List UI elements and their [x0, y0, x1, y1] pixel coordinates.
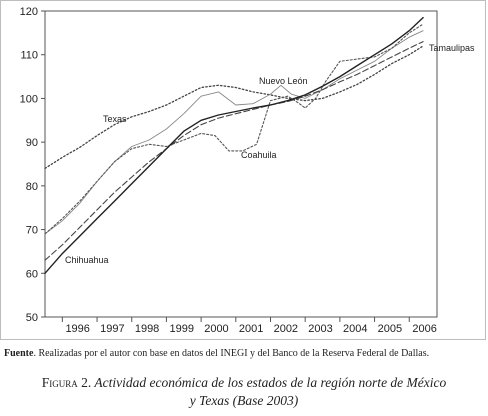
y-tick-label: 90	[26, 137, 38, 149]
y-tick-label: 50	[26, 312, 38, 324]
x-tick-label: 1998	[135, 323, 159, 335]
series-label: Texas	[103, 114, 127, 124]
y-tick-label: 120	[20, 6, 38, 18]
x-tick-label: 1996	[65, 323, 89, 335]
series-label: Coahuila	[241, 150, 277, 160]
x-tick-label: 2001	[239, 323, 263, 335]
caption-line-1: Actividad económica de los estados de la…	[91, 375, 447, 390]
x-tick-label: 1999	[170, 323, 194, 335]
series-line-texas	[44, 45, 424, 170]
figure-frame: 50 60 70 80 90 100 110 120 1996 1997 1998 1999 2000…	[0, 0, 486, 340]
x-tick-label: 2004	[343, 323, 367, 335]
y-tick-label: 100	[20, 93, 38, 105]
caption-line-2: y Texas (Base 2003)	[189, 393, 299, 408]
series-line-tamaulipas	[44, 41, 424, 261]
figure-caption: Figura 2. Actividad económica de los est…	[0, 374, 488, 410]
series-line-chihuahua	[44, 16, 424, 274]
plot-area	[44, 10, 438, 318]
x-tick-label: 2005	[378, 323, 402, 335]
series-label: Chihuahua	[65, 255, 109, 265]
source-label: Fuente	[4, 348, 34, 359]
series-line-coahuila	[44, 23, 424, 235]
x-tick-label: 1997	[100, 323, 124, 335]
series-label: Tamaulipas	[429, 43, 475, 53]
y-axis: 50 60 70 80 90 100 110 120	[20, 6, 45, 324]
x-tick-label: 2002	[274, 323, 298, 335]
x-tick-label: 2000	[204, 323, 228, 335]
line-chart: 50 60 70 80 90 100 110 120 1996 1997 1998 1999 2000…	[20, 6, 475, 335]
y-tick-label: 60	[26, 268, 38, 280]
series-labels: Texas Nuevo León Coahuila Tamaulipas Chihuah…	[65, 43, 475, 265]
y-tick-label: 80	[26, 181, 38, 193]
x-axis: 1996 1997 1998 1999 2000 2001 2002 2003 2004 2005…	[61, 317, 437, 335]
figure-number: Figura 2.	[41, 375, 92, 390]
x-tick-label: 2006	[412, 323, 436, 335]
y-tick-label: 70	[26, 225, 38, 237]
series-label: Nuevo León	[259, 76, 308, 86]
y-tick-label: 110	[20, 50, 38, 62]
series-lines	[44, 16, 424, 274]
x-tick-label: 2003	[308, 323, 332, 335]
source-note: Fuente. Realizadas por el autor con base…	[4, 348, 484, 360]
source-text: . Realizadas por el autor con base en da…	[33, 348, 430, 359]
